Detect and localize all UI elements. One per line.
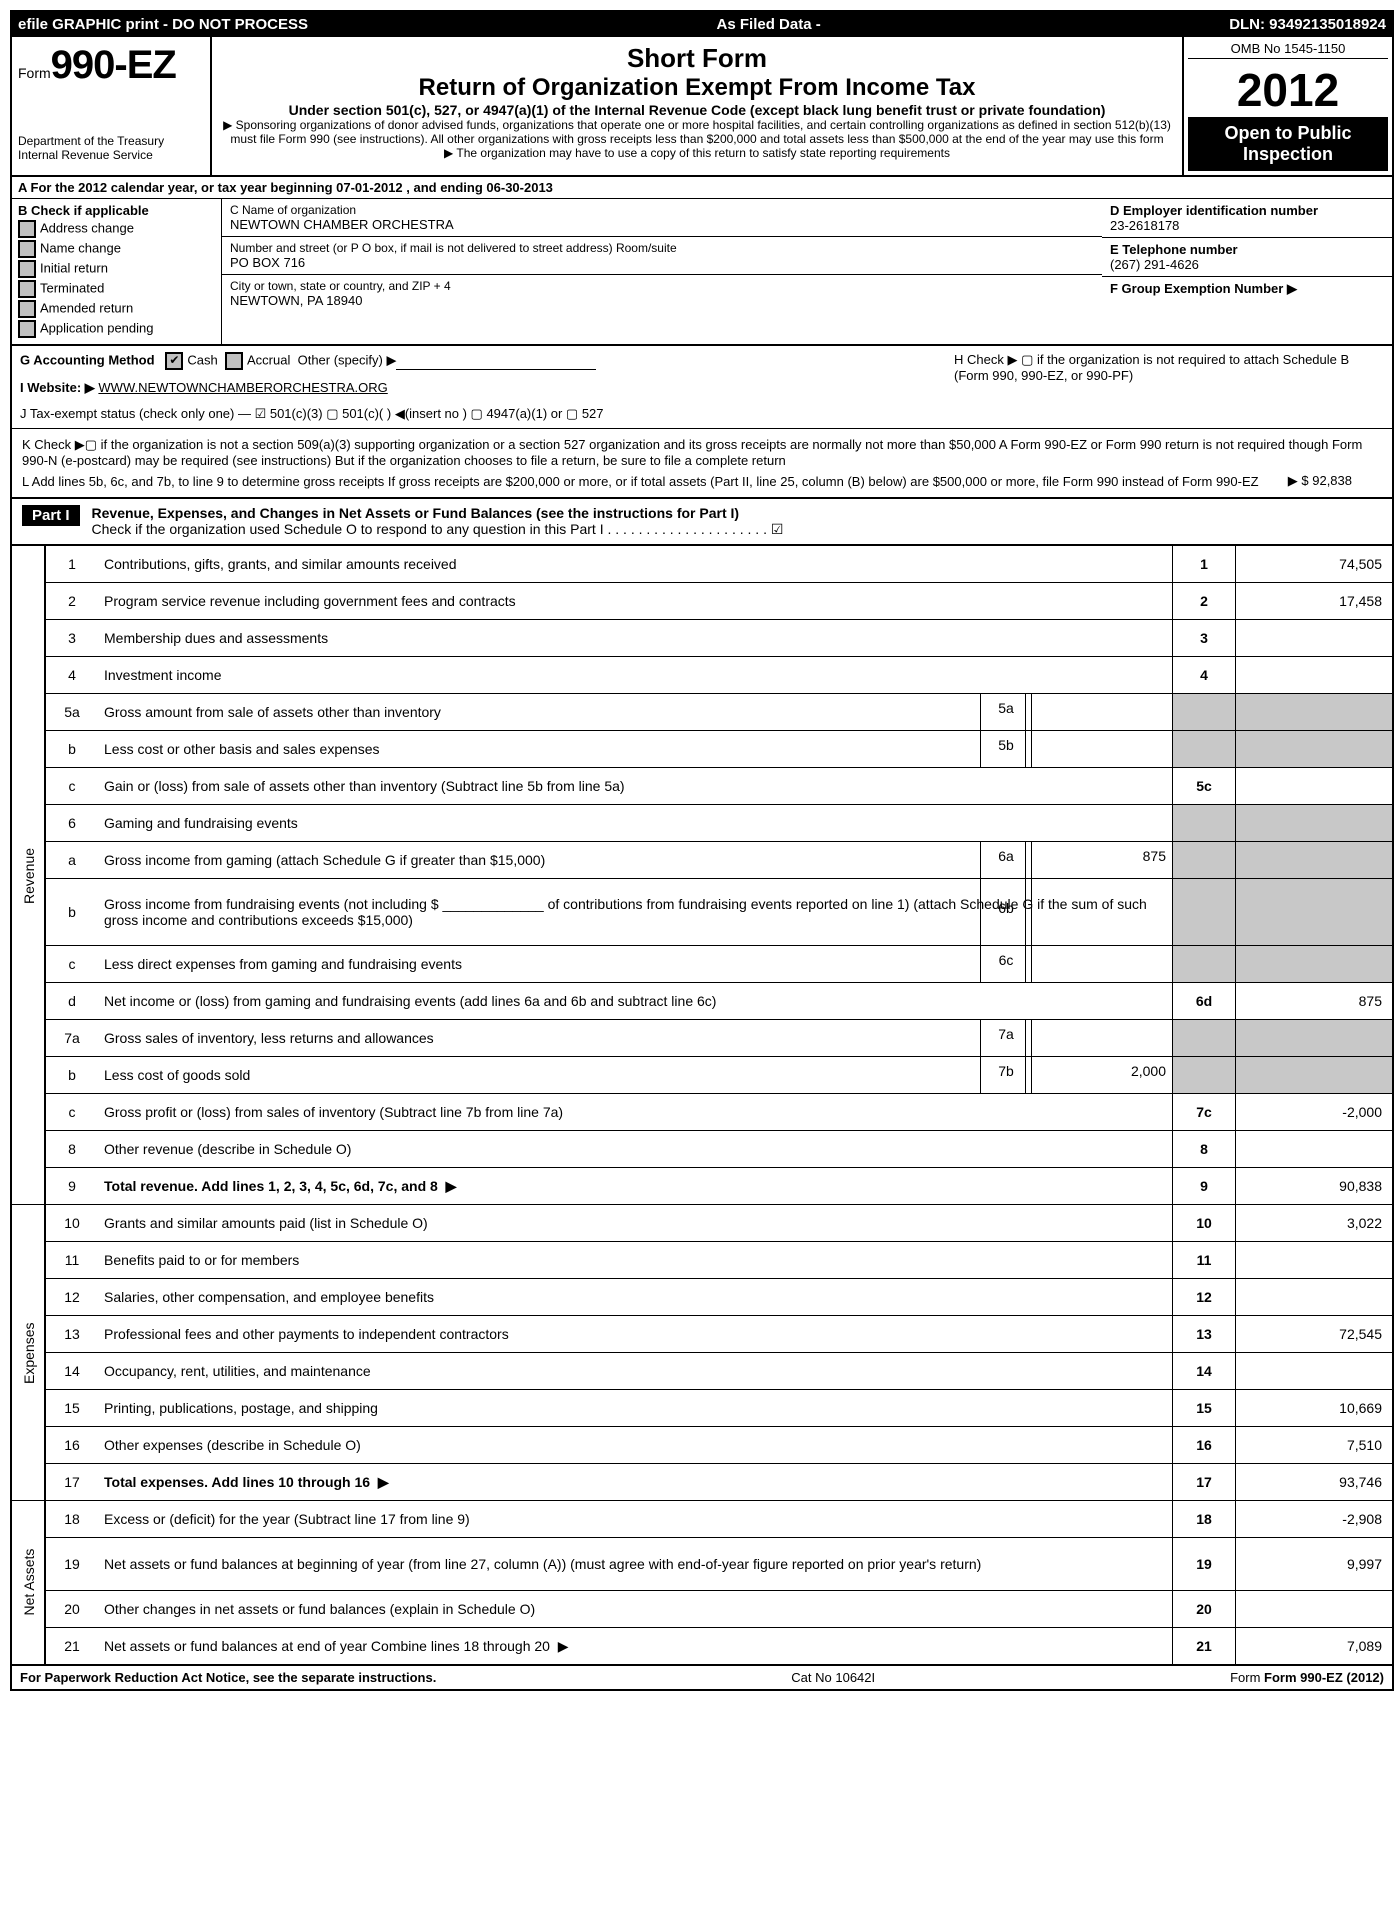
- chk-amended[interactable]: [18, 300, 36, 318]
- j-tax-exempt: J Tax-exempt status (check only one) — ☑…: [20, 406, 942, 422]
- vert-net-assets: Net Assets: [12, 1501, 45, 1665]
- top-bar: efile GRAPHIC print - DO NOT PROCESS As …: [12, 12, 1392, 37]
- chk-app-pending[interactable]: [18, 320, 36, 338]
- form-number: 990-EZ: [51, 43, 176, 87]
- footer-right: Form Form 990-EZ (2012): [1230, 1670, 1384, 1685]
- l-amount: ▶ $ 92,838: [1288, 473, 1352, 489]
- part-i-label: Part I: [22, 505, 80, 526]
- i-website-label: I Website: ▶: [20, 380, 95, 395]
- tax-year: 2012: [1188, 63, 1388, 117]
- e-phone: (267) 291-4626: [1110, 257, 1384, 272]
- form-title: Return of Organization Exempt From Incom…: [222, 74, 1172, 102]
- g-label: G Accounting Method: [20, 352, 155, 367]
- footer: For Paperwork Reduction Act Notice, see …: [12, 1664, 1392, 1689]
- d-ein: 23-2618178: [1110, 218, 1384, 233]
- dept-irs: Internal Revenue Service: [18, 148, 204, 162]
- line-a-tax-year: A For the 2012 calendar year, or tax yea…: [12, 177, 1392, 199]
- part-i-title: Revenue, Expenses, and Changes in Net As…: [92, 505, 784, 521]
- chk-address-change[interactable]: [18, 220, 36, 238]
- open-to-public: Open to Public Inspection: [1188, 117, 1388, 171]
- c-addr-label: Number and street (or P O box, if mail i…: [230, 241, 1094, 255]
- c-addr: PO BOX 716: [230, 255, 1094, 270]
- chk-accrual[interactable]: [225, 352, 243, 370]
- h-schedule-b: H Check ▶ ▢ if the organization is not r…: [942, 352, 1384, 422]
- chk-name-change[interactable]: [18, 240, 36, 258]
- omb-number: OMB No 1545-1150: [1188, 41, 1388, 59]
- c-name-label: C Name of organization: [230, 203, 1094, 217]
- i-website: WWW.NEWTOWNCHAMBERORCHESTRA.ORG: [98, 380, 387, 395]
- topbar-left: efile GRAPHIC print - DO NOT PROCESS: [18, 16, 308, 33]
- vert-revenue: Revenue: [12, 546, 45, 1205]
- topbar-right: DLN: 93492135018924: [1229, 16, 1386, 33]
- chk-terminated[interactable]: [18, 280, 36, 298]
- header-note-1: ▶ Sponsoring organizations of donor advi…: [222, 118, 1172, 146]
- chk-cash[interactable]: [165, 352, 183, 370]
- form-subtitle: Under section 501(c), 527, or 4947(a)(1)…: [222, 102, 1172, 118]
- short-form-label: Short Form: [222, 43, 1172, 74]
- para-l: L Add lines 5b, 6c, and 7b, to line 9 to…: [22, 474, 1382, 489]
- section-b-title: B Check if applicable: [18, 203, 215, 218]
- para-k: K Check ▶▢ if the organization is not a …: [22, 437, 1382, 468]
- form-prefix: Form: [18, 65, 51, 81]
- d-ein-label: D Employer identification number: [1110, 203, 1384, 218]
- dept-treasury: Department of the Treasury: [18, 134, 204, 148]
- chk-initial-return[interactable]: [18, 260, 36, 278]
- c-city: NEWTOWN, PA 18940: [230, 293, 1094, 308]
- footer-left: For Paperwork Reduction Act Notice, see …: [20, 1670, 436, 1685]
- c-city-label: City or town, state or country, and ZIP …: [230, 279, 1094, 293]
- part-i-sub: Check if the organization used Schedule …: [92, 521, 784, 538]
- f-group-label: F Group Exemption Number ▶: [1110, 281, 1384, 297]
- header-note-2: ▶ The organization may have to use a cop…: [222, 146, 1172, 160]
- other-specify-line[interactable]: [396, 369, 596, 370]
- vert-expenses: Expenses: [12, 1205, 45, 1501]
- topbar-mid: As Filed Data -: [717, 16, 821, 33]
- e-phone-label: E Telephone number: [1110, 242, 1384, 257]
- form-header: Form990-EZ Department of the Treasury In…: [12, 37, 1392, 177]
- c-org-name: NEWTOWN CHAMBER ORCHESTRA: [230, 217, 1094, 232]
- footer-mid: Cat No 10642I: [791, 1670, 875, 1685]
- part-i-table: Revenue 1Contributions, gifts, grants, a…: [12, 545, 1392, 1664]
